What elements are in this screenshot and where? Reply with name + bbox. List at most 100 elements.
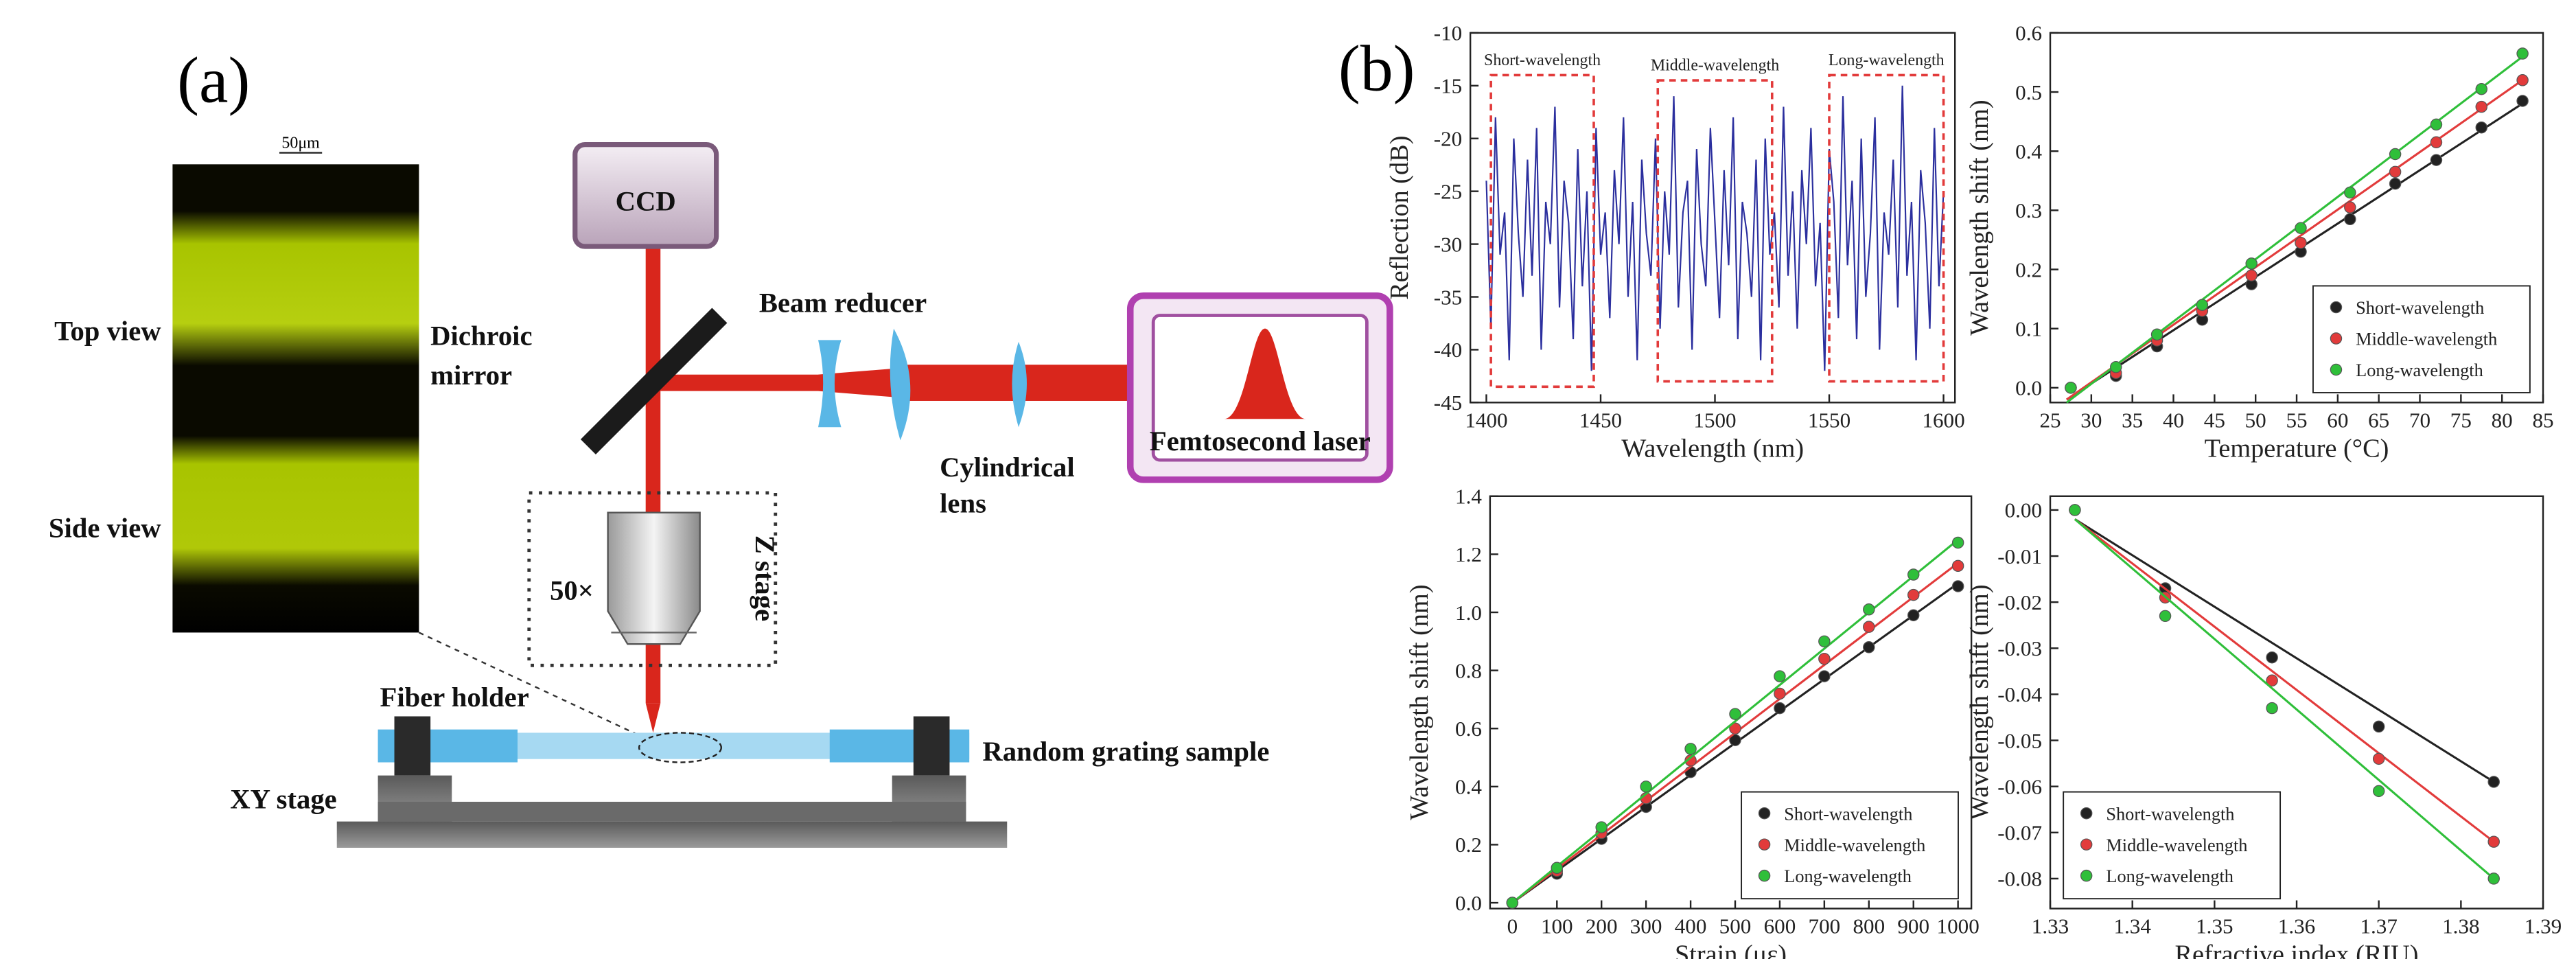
x-tick-label: 45 <box>2204 408 2225 432</box>
legend-marker <box>1758 807 1771 820</box>
data-point <box>1907 588 1920 601</box>
y-tick-label: 0.6 <box>2015 21 2042 45</box>
data-point <box>2430 136 2443 149</box>
plot-frame <box>1469 32 1956 404</box>
fiber-holder <box>913 716 950 776</box>
sample-label: Random grating sample <box>982 736 1269 767</box>
y-tick-label: -0.02 <box>1997 590 2042 614</box>
data-point <box>2110 360 2122 373</box>
y-tick-label: 0.3 <box>2015 198 2042 222</box>
data-point <box>1951 559 1964 573</box>
data-point <box>2372 785 2385 798</box>
data-point <box>2245 257 2258 270</box>
data-point <box>2389 177 2402 190</box>
y-tick-label: 1.0 <box>1455 601 1482 625</box>
data-point <box>1774 687 1786 700</box>
x-tick-label: 400 <box>1675 914 1707 938</box>
data-point <box>2487 873 2500 885</box>
x-axis-label: Refractive index (RIU) <box>2175 940 2419 959</box>
y-axis-label: Reflection (dB) <box>1385 136 1414 300</box>
data-point <box>1774 670 1786 682</box>
x-tick-label: 1.35 <box>2196 914 2233 938</box>
data-point <box>2430 154 2443 166</box>
data-point <box>2516 47 2529 60</box>
data-point <box>1907 568 1920 581</box>
data-point <box>2475 82 2488 95</box>
data-point <box>1506 897 1519 909</box>
x-tick-label: 600 <box>1764 914 1796 938</box>
side-view-label: Side view <box>49 513 161 544</box>
data-point <box>1684 743 1697 755</box>
concave-lens <box>818 340 842 428</box>
pulse-shape <box>1224 328 1306 419</box>
data-point <box>1951 580 1964 592</box>
legend-label: Short-wavelength <box>2356 298 2484 318</box>
y-tick-label: -30 <box>1434 232 1462 256</box>
y-tick-label: -25 <box>1434 179 1462 203</box>
ccd-label: CCD <box>616 185 676 216</box>
legend-label: Long-wavelength <box>1784 866 1912 886</box>
x-tick-label: 300 <box>1630 914 1662 938</box>
legend-marker <box>2080 838 2093 851</box>
y-tick-label: -40 <box>1434 338 1462 362</box>
data-point <box>1907 609 1920 621</box>
x-tick-label: 1400 <box>1465 408 1507 432</box>
z-stage <box>527 491 778 667</box>
data-point <box>1818 652 1831 665</box>
data-point <box>2389 148 2402 161</box>
data-point <box>1863 603 1875 616</box>
data-point <box>2475 121 2488 134</box>
legend-box <box>2312 285 2531 393</box>
x-tick-label: 65 <box>2368 408 2389 432</box>
y-tick-label: 0.0 <box>2015 376 2042 400</box>
x-tick-label: 35 <box>2122 408 2143 432</box>
x-tick-label: 100 <box>1541 914 1573 938</box>
region-label: Long-wavelength <box>1829 51 1945 69</box>
region-label: Short-wavelength <box>1484 51 1601 69</box>
y-axis-label: Wavelength shift (nm) <box>1405 584 1434 820</box>
y-tick-label: 1.2 <box>1455 542 1482 566</box>
grating-region <box>638 732 722 763</box>
data-point <box>1729 708 1741 720</box>
y-tick-label: 0.0 <box>1455 891 1482 915</box>
panel-label: (b) <box>1338 32 1415 105</box>
data-point <box>2069 504 2081 516</box>
data-point <box>2487 835 2500 848</box>
legend-marker <box>2080 869 2093 882</box>
x-tick-label: 55 <box>2286 408 2307 432</box>
y-tick-label: 0.00 <box>2005 498 2042 522</box>
y-tick-label: -15 <box>1434 74 1462 98</box>
xy-stage-base <box>336 821 1008 848</box>
x-tick-label: 80 <box>2492 408 2513 432</box>
y-tick-label: -0.03 <box>1997 636 2042 660</box>
fit-line <box>1511 539 1959 904</box>
data-point <box>2475 100 2488 113</box>
x-tick-label: 900 <box>1897 914 1929 938</box>
y-axis-label: Wavelength shift (nm) <box>1965 584 1994 820</box>
x-tick-label: 700 <box>1809 914 1841 938</box>
beam-focus <box>645 703 661 733</box>
y-tick-label: -0.08 <box>1997 867 2042 891</box>
region-box <box>1828 73 1945 383</box>
fiber-holder-label: Fiber holder <box>380 682 529 713</box>
x-axis-label: Wavelength (nm) <box>1621 434 1804 463</box>
cyl-lens-label: Cylindrical <box>940 452 1075 483</box>
legend-box <box>1741 791 1959 900</box>
x-tick-label: 500 <box>1719 914 1752 938</box>
y-tick-label: 0.1 <box>2015 316 2042 340</box>
legend-label: Middle-wavelength <box>2106 835 2247 855</box>
region-box <box>1656 79 1774 383</box>
x-tick-label: 1600 <box>1922 408 1964 432</box>
scale-label: 50μm <box>281 134 320 152</box>
y-tick-label: -0.06 <box>1997 774 2042 798</box>
data-point <box>2295 237 2307 249</box>
data-point <box>1951 536 1964 549</box>
x-tick-label: 1.34 <box>2113 914 2151 938</box>
data-point <box>2516 95 2529 107</box>
x-tick-label: 200 <box>1586 914 1618 938</box>
data-point <box>2266 702 2278 715</box>
y-tick-label: -0.05 <box>1997 728 2042 752</box>
y-tick-label: 0.4 <box>1455 775 1482 799</box>
spectrum-line <box>1485 85 1945 371</box>
